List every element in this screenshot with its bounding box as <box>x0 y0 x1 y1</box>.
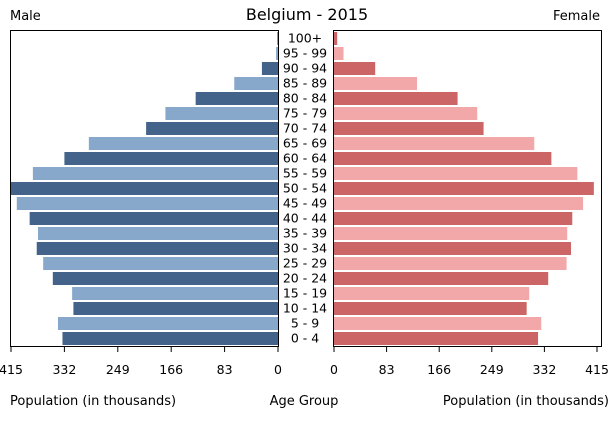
male-axis-ticks: 415 332 249 166 83 0 <box>0 346 282 377</box>
age-label-8: 40 - 44 <box>283 211 327 226</box>
male-bar-14 <box>146 122 278 135</box>
female-bar-9 <box>334 197 584 210</box>
male-bar-2 <box>73 302 278 315</box>
female-bar-12 <box>334 152 552 165</box>
male-bar-11 <box>32 167 279 180</box>
female-tick-label-4: 332 <box>532 362 556 377</box>
chart-title: Belgium - 2015 <box>246 5 368 24</box>
age-label-5: 25 - 29 <box>283 256 327 271</box>
female-bar-7 <box>334 227 568 240</box>
male-bar-7 <box>38 227 278 240</box>
male-plot-frame <box>10 30 279 347</box>
age-label-7: 35 - 39 <box>283 226 327 241</box>
age-label-1: 5 - 9 <box>291 316 319 331</box>
age-label-16: 80 - 84 <box>283 91 327 106</box>
male-tick-label-4: 83 <box>217 362 233 377</box>
age-label-4: 20 - 24 <box>283 271 327 286</box>
male-bar-16 <box>195 92 278 105</box>
male-bar-6 <box>36 242 279 255</box>
male-bar-13 <box>88 137 278 150</box>
age-label-13: 65 - 69 <box>283 136 327 151</box>
male-axis-label: Population (in thousands) <box>10 394 176 409</box>
age-label-0: 0 - 4 <box>291 331 319 346</box>
female-tick-label-2: 166 <box>427 362 451 377</box>
male-bar-20 <box>277 32 278 45</box>
male-bar-9 <box>16 197 278 210</box>
female-axis-ticks: 0 83 166 249 332 415 <box>330 346 609 377</box>
female-axis-label: Population (in thousands) <box>443 394 609 409</box>
male-bar-15 <box>165 107 278 120</box>
female-bar-10 <box>334 182 594 195</box>
age-label-18: 90 - 94 <box>283 61 327 76</box>
male-tick-label-2: 249 <box>106 362 130 377</box>
female-bar-20 <box>334 32 338 45</box>
female-tick-label-5: 415 <box>585 362 609 377</box>
age-label-19: 95 - 99 <box>283 46 327 61</box>
female-bar-4 <box>334 272 549 285</box>
age-label-10: 50 - 54 <box>283 181 327 196</box>
female-bar-8 <box>334 212 573 225</box>
male-tick-label-0: 415 <box>0 362 23 377</box>
male-bar-19 <box>276 47 278 60</box>
female-bar-2 <box>334 302 527 315</box>
male-tick-label-3: 166 <box>159 362 183 377</box>
female-bar-17 <box>334 77 418 90</box>
male-tick-label-1: 332 <box>52 362 76 377</box>
female-bar-15 <box>334 107 478 120</box>
female-bar-18 <box>334 62 376 75</box>
female-tick-label-0: 0 <box>330 362 338 377</box>
male-bar-1 <box>57 317 278 330</box>
male-bar-4 <box>52 272 278 285</box>
age-label-20: 100+ <box>288 31 322 46</box>
female-tick-label-1: 83 <box>379 362 395 377</box>
male-bar-12 <box>64 152 279 165</box>
female-bar-16 <box>334 92 458 105</box>
female-plot-frame <box>333 30 602 347</box>
female-bars <box>334 32 594 345</box>
male-bar-10 <box>11 182 278 195</box>
female-bar-14 <box>334 122 484 135</box>
age-label-6: 30 - 34 <box>283 241 327 256</box>
age-label-2: 10 - 14 <box>283 301 327 316</box>
male-bar-3 <box>72 287 279 300</box>
female-bar-11 <box>334 167 578 180</box>
male-bar-18 <box>261 62 278 75</box>
age-label-15: 75 - 79 <box>283 106 327 121</box>
female-bar-1 <box>334 317 542 330</box>
male-bar-17 <box>234 77 278 90</box>
female-bar-19 <box>334 47 344 60</box>
female-bar-3 <box>334 287 530 300</box>
female-bar-13 <box>334 137 535 150</box>
male-bar-8 <box>29 212 278 225</box>
age-label-17: 85 - 89 <box>283 76 327 91</box>
female-bar-6 <box>334 242 572 255</box>
male-tick-label-5: 0 <box>274 362 282 377</box>
age-label-3: 15 - 19 <box>283 286 327 301</box>
female-bar-5 <box>334 257 567 270</box>
male-bars <box>11 32 279 345</box>
female-tick-label-3: 249 <box>480 362 504 377</box>
male-bar-0 <box>62 332 278 345</box>
age-label-11: 55 - 59 <box>283 166 327 181</box>
age-group-axis-label: Age Group <box>270 394 339 409</box>
male-label: Male <box>10 9 41 24</box>
age-label-14: 70 - 74 <box>283 121 327 136</box>
female-label: Female <box>553 9 600 24</box>
age-label-12: 60 - 64 <box>283 151 327 166</box>
age-label-9: 45 - 49 <box>283 196 327 211</box>
female-bar-0 <box>334 332 539 345</box>
male-bar-5 <box>43 257 278 270</box>
